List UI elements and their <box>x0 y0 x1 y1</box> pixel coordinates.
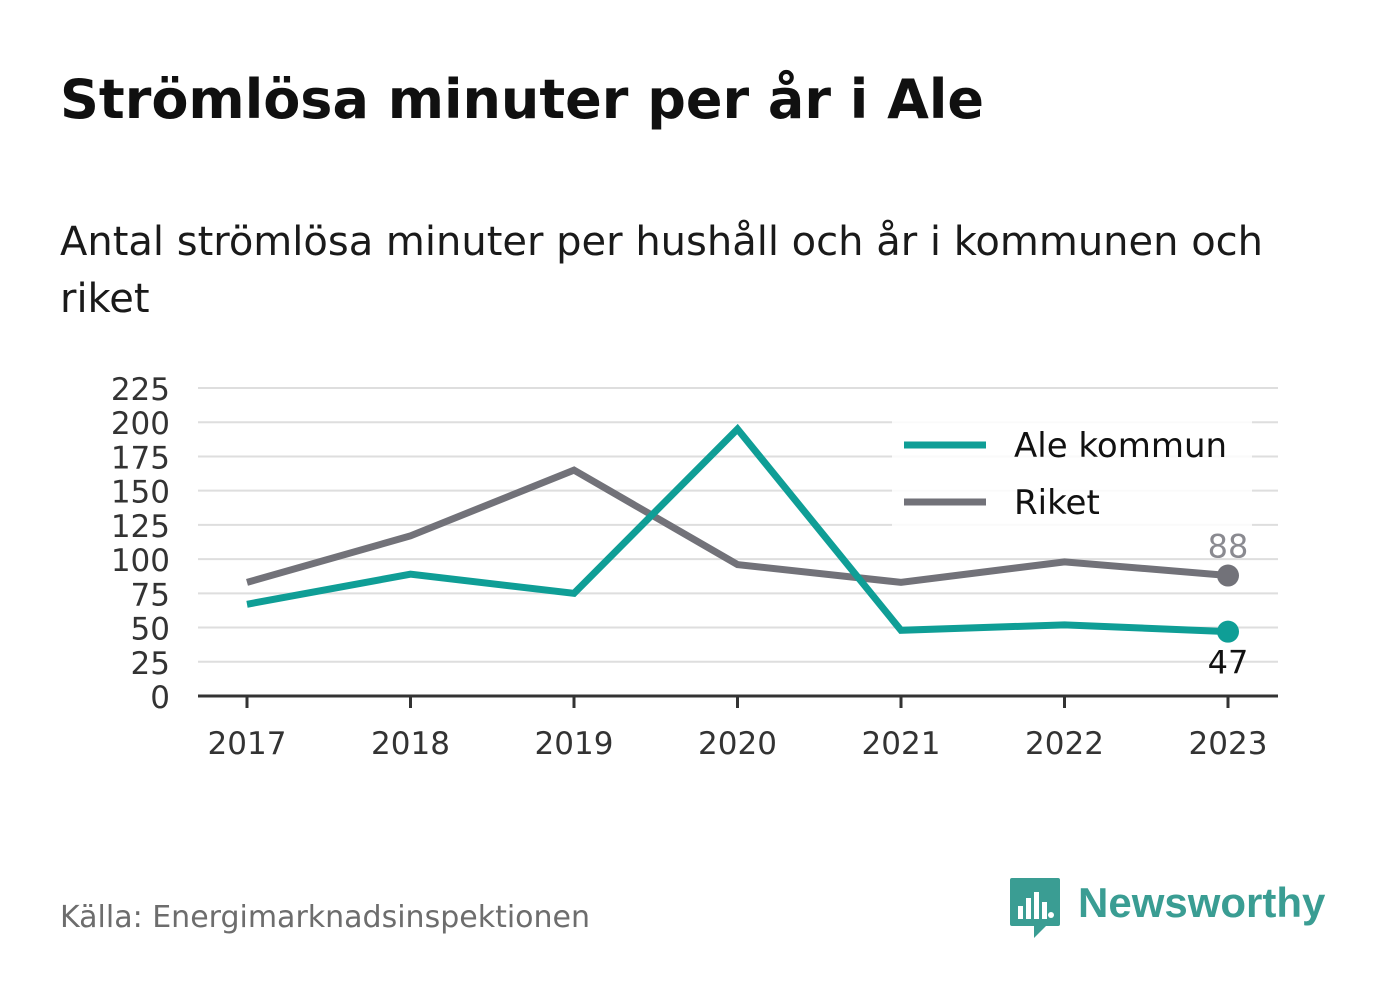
legend-label: Riket <box>1014 483 1100 523</box>
y-tick-label: 225 <box>111 372 170 408</box>
x-axis: 2017 2018 2019 2020 2021 2022 2023 <box>198 694 1278 762</box>
x-tick-label: 2018 <box>371 726 450 762</box>
end-labels: 88 47 <box>1208 528 1249 682</box>
y-tick-label: 75 <box>131 577 170 613</box>
y-tick-label: 0 <box>150 680 170 716</box>
y-tick-label: 50 <box>131 612 170 648</box>
chart-subtitle: Antal strömlösa minuter per hushåll och … <box>60 219 1264 322</box>
series-line-ale-kommun <box>246 423 1229 636</box>
series-lines <box>246 423 1239 643</box>
legend-box <box>892 420 1252 528</box>
brand: Newsworthy <box>1010 878 1325 942</box>
y-tick-label: 25 <box>131 646 170 682</box>
x-tick-label: 2023 <box>1189 726 1268 762</box>
y-tick-label: 100 <box>111 543 170 579</box>
x-tick-label: 2021 <box>862 726 941 762</box>
x-tick-label: 2022 <box>1025 726 1104 762</box>
y-tick-label: 150 <box>111 475 170 511</box>
y-tick-label: 175 <box>111 440 170 476</box>
x-tick-label: 2019 <box>535 726 614 762</box>
y-tick-label: 125 <box>111 509 170 545</box>
brand-name: Newsworthy <box>1078 879 1326 926</box>
legend: Ale kommun Riket <box>892 420 1252 528</box>
y-tick-label: 200 <box>111 406 170 442</box>
x-tick-label: 2017 <box>208 726 287 762</box>
end-point-marker <box>1217 564 1239 587</box>
source-note: Källa: Energimarknadsinspektionen <box>60 900 591 935</box>
series-line-riket <box>246 466 1229 586</box>
x-tick-label: 2020 <box>698 726 777 762</box>
chart-title: Strömlösa minuter per år i Ale <box>60 68 985 131</box>
end-label-riket: 88 <box>1208 528 1249 566</box>
newsworthy-logo-icon <box>1010 878 1060 938</box>
end-label-ale-kommun: 47 <box>1208 644 1249 682</box>
end-point-marker <box>1217 620 1239 643</box>
legend-label: Ale kommun <box>1014 426 1227 466</box>
